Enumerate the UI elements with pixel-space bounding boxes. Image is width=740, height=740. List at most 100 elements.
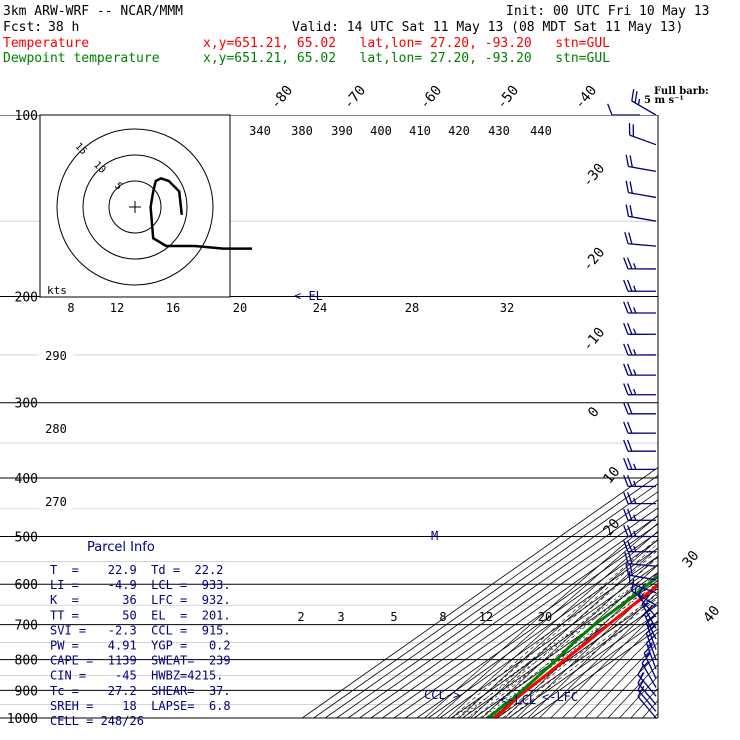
wind-barb bbox=[623, 279, 657, 292]
mixing-ratio-line bbox=[466, 583, 649, 718]
wind-barb bbox=[637, 584, 657, 618]
dry-adiabat-line bbox=[653, 712, 658, 718]
theta-e-tick-label: 24 bbox=[313, 301, 327, 315]
temperature-legend-label: Temperature bbox=[3, 36, 89, 51]
parcel-info-row: PW = 4.91 YGP = 0.2 bbox=[50, 639, 231, 653]
dry-adiabat-tick-label: 340 bbox=[249, 124, 271, 138]
moist-adiabat-line bbox=[496, 592, 658, 718]
theta-e-labels: 8 12 16 20 24 28 32 bbox=[67, 301, 514, 315]
label-bg bbox=[364, 123, 398, 138]
level-annotation: <-EL bbox=[294, 289, 323, 303]
label-bg bbox=[442, 123, 476, 138]
moist-adiabat-line bbox=[479, 572, 658, 718]
theta-e-tick-label: 20 bbox=[233, 301, 247, 315]
wind-barb bbox=[637, 679, 657, 712]
dry-adiabat-line bbox=[481, 555, 658, 718]
wind-barb bbox=[623, 383, 657, 396]
barb-legend-value: 5 m s⁻¹ bbox=[644, 95, 684, 106]
isotherm-tick-label: 20 bbox=[600, 516, 623, 539]
wind-barb bbox=[623, 322, 657, 335]
isotherm-line bbox=[382, 523, 658, 718]
wind-barb bbox=[623, 402, 657, 415]
dry-adiabat-tick-label: 420 bbox=[448, 124, 470, 138]
dry-adiabat-line bbox=[504, 573, 658, 718]
wind-barb-shaft bbox=[624, 232, 657, 247]
wind-barb bbox=[628, 123, 657, 146]
wind-barb bbox=[623, 492, 657, 505]
mixing-ratio-tick-label: 8 bbox=[439, 610, 446, 624]
parcel-info-rows: T = 22.9 Td = 22.2LI = -4.9 LCL = 933.K … bbox=[50, 563, 231, 728]
isotherm-tick-label: -20 bbox=[580, 245, 609, 275]
dry-adiabat-tick-label: 380 bbox=[291, 124, 313, 138]
barb-legend-title: Full barb: bbox=[654, 86, 709, 97]
level-annotation: CCL-> bbox=[424, 688, 460, 702]
hodograph-units: kts bbox=[47, 284, 67, 297]
dry-adiabat-line bbox=[596, 652, 658, 718]
parcel-info-panel: Parcel Info T = 22.9 Td = 22.2LI = -4.9 … bbox=[50, 540, 231, 728]
wind-barb bbox=[624, 232, 657, 247]
isotherm-line bbox=[485, 596, 658, 718]
temperature-legend-info: x,y=651.21, 65.02 lat,lon= 27.20, -93.20… bbox=[203, 36, 610, 51]
wind-barb-shaft bbox=[623, 301, 657, 314]
hodograph-ring bbox=[82, 154, 188, 260]
isotherm-tick-label: 0 bbox=[585, 404, 603, 421]
theta-e-tick-label: 12 bbox=[110, 301, 124, 315]
parcel-info-row: T = 22.9 Td = 22.2 bbox=[50, 563, 223, 577]
wind-barb-shaft bbox=[637, 584, 657, 618]
moist-adiabat-line bbox=[451, 537, 658, 718]
mixing-ratio-line bbox=[458, 583, 642, 718]
hodograph-trace bbox=[149, 177, 252, 250]
wind-barb bbox=[623, 508, 657, 521]
valid-time: Valid: 14 UTC Sat 11 May 13 (08 MDT Sat … bbox=[292, 20, 683, 35]
wind-barb-shaft bbox=[623, 343, 657, 356]
wind-barb bbox=[623, 343, 657, 356]
wind-barb-shaft bbox=[625, 154, 657, 172]
dry-adiabat-line bbox=[527, 591, 658, 718]
dry-adiabat-labels: 340 380 390 400 410 420 430 440 290 280 270 bbox=[39, 123, 558, 509]
wind-barb-shaft bbox=[631, 89, 657, 116]
isotherm-line bbox=[324, 483, 658, 718]
dry-adiabat-tick-label: 290 bbox=[45, 349, 67, 363]
dry-adiabat-line bbox=[607, 663, 658, 718]
wind-barb-shaft bbox=[623, 508, 657, 521]
wind-barb bbox=[631, 89, 657, 116]
wind-barb-shaft bbox=[623, 402, 657, 415]
wind-barb bbox=[625, 154, 657, 172]
wind-barb-shaft bbox=[625, 204, 657, 222]
wind-barb-shaft bbox=[623, 540, 657, 553]
hodograph-ring bbox=[108, 180, 162, 234]
wind-barb-shaft bbox=[637, 685, 657, 719]
dewpoint-legend-label: Dewpoint temperature bbox=[3, 51, 160, 66]
isotherm-line bbox=[439, 563, 658, 718]
isotherm-line bbox=[302, 466, 658, 718]
wind-barb-shaft bbox=[623, 474, 657, 488]
isotherm-line bbox=[451, 571, 658, 718]
mixing-ratio-tick-label: 12 bbox=[479, 610, 493, 624]
model-title: 3km ARW-WRF -- NCAR/MMM bbox=[3, 4, 183, 19]
init-time: Init: 00 UTC Fri 10 May 13 bbox=[506, 4, 710, 19]
wind-barb-shaft bbox=[625, 563, 657, 581]
wind-barb-shaft bbox=[623, 363, 657, 376]
pressure-labels: 100 200 300 400 500 600 700 800 900 1000 bbox=[7, 109, 38, 727]
pressure-tick-label: 900 bbox=[15, 684, 38, 699]
wind-barb-shaft bbox=[641, 594, 657, 629]
dry-adiabat-line bbox=[435, 522, 658, 718]
parcel-info-row: SVI = -2.3 CCL = 915. bbox=[50, 623, 231, 637]
wind-barb bbox=[623, 301, 657, 314]
isotherm-line bbox=[313, 475, 658, 718]
dry-adiabat-line bbox=[677, 115, 740, 718]
isotherm-line bbox=[496, 604, 658, 718]
pressure-tick-label: 300 bbox=[15, 397, 38, 412]
isotherm-line bbox=[462, 579, 658, 718]
mixing-ratio-tick-label: 5 bbox=[390, 610, 397, 624]
moist-adiabat-line bbox=[508, 602, 658, 718]
parcel-info-row: CAPE = 1139 SWEAT= 239 bbox=[50, 654, 231, 668]
mixing-ratio-labels: 2 3 5 8 12 20 bbox=[297, 610, 552, 624]
label-bg bbox=[39, 421, 73, 436]
dry-adiabat-line bbox=[493, 564, 658, 718]
isotherm-tick-label: -80 bbox=[268, 83, 297, 113]
theta-e-tick-label: 28 bbox=[405, 301, 419, 315]
label-bg bbox=[39, 494, 73, 509]
dry-adiabat-line bbox=[573, 631, 658, 718]
